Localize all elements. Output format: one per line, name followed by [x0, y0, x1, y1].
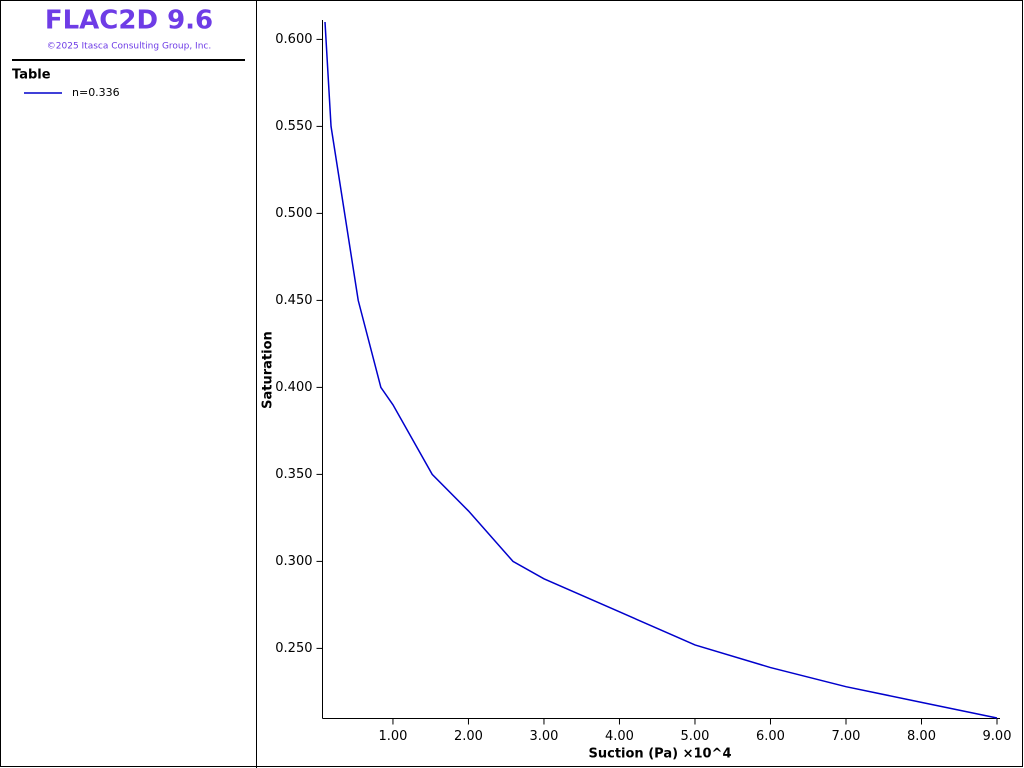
x-tick-label: 4.00 — [605, 729, 634, 744]
x-tick-label: 8.00 — [907, 729, 936, 744]
app-title: FLAC2D 9.6 — [45, 6, 213, 36]
y-tick-label: 0.450 — [275, 293, 312, 308]
y-tick-label: 0.250 — [275, 641, 312, 656]
x-tick-label: 6.00 — [756, 729, 785, 744]
data-line — [324, 21, 998, 719]
y-tick-label: 0.550 — [275, 119, 312, 134]
y-axis-label: Saturation — [261, 331, 276, 409]
copyright: ©2025 Itasca Consulting Group, Inc. — [47, 42, 211, 52]
x-tick-label: 9.00 — [983, 729, 1012, 744]
x-tick-label: 2.00 — [454, 729, 483, 744]
x-tick-label: 7.00 — [832, 729, 861, 744]
x-tick-label: 1.00 — [378, 729, 407, 744]
y-tick-label: 0.600 — [275, 32, 312, 47]
x-tick-label: 3.00 — [529, 729, 558, 744]
legend-title: Table — [12, 68, 51, 83]
x-axis-label: Suction (Pa) ×10^4 — [589, 747, 732, 762]
y-tick-label: 0.500 — [275, 206, 312, 221]
y-tick-label: 0.350 — [275, 467, 312, 482]
x-tick-label: 5.00 — [681, 729, 710, 744]
y-tick-label: 0.300 — [275, 554, 312, 569]
legend-label: n=0.336 — [72, 86, 120, 99]
y-tick-label: 0.400 — [275, 380, 312, 395]
